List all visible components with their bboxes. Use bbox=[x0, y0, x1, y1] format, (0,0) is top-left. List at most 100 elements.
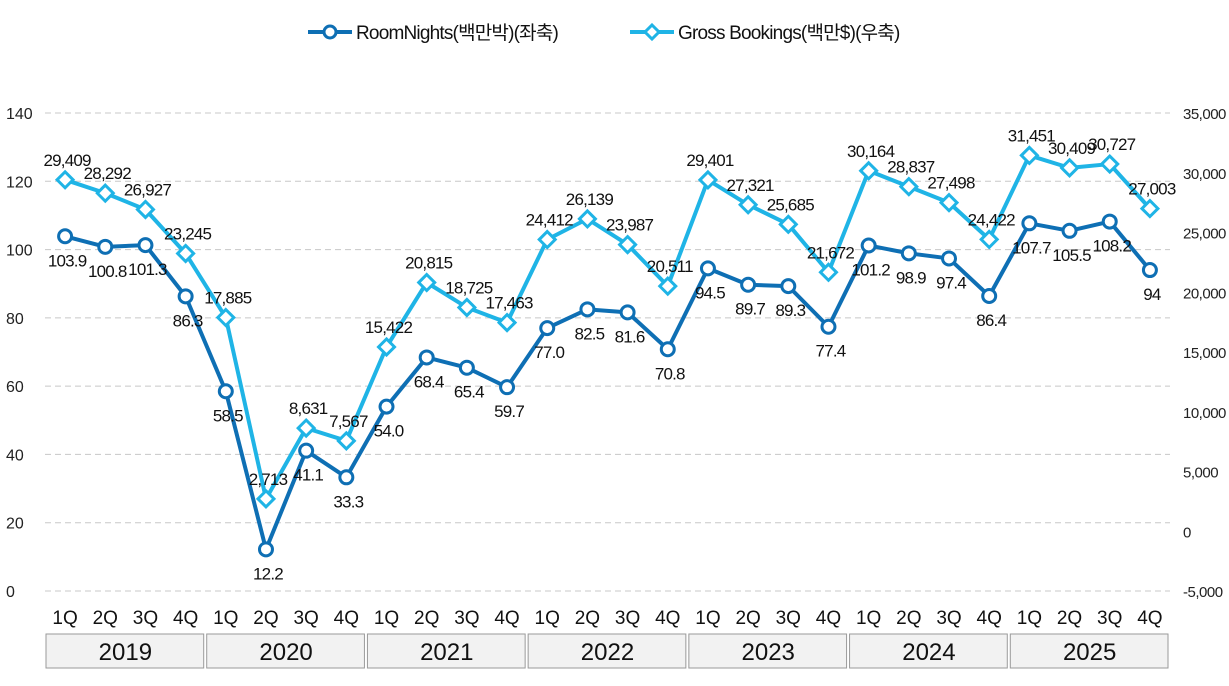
gross-bookings-data-label: 30,727 bbox=[1088, 135, 1136, 154]
gross-bookings-data-label: 26,139 bbox=[566, 190, 614, 209]
gross-bookings-point bbox=[858, 160, 879, 181]
roomnights-point bbox=[860, 237, 877, 254]
right-axis-tick-label: 35,000 bbox=[1183, 106, 1226, 123]
right-axis-tick-label: 15,000 bbox=[1183, 345, 1226, 362]
x-tick-label-quarter: 3Q bbox=[293, 608, 318, 629]
roomnights-point bbox=[378, 398, 395, 415]
roomnights-point bbox=[458, 359, 475, 376]
roomnights-point bbox=[900, 245, 917, 262]
roomnights-series-line bbox=[64, 219, 1152, 552]
gross-bookings-point bbox=[979, 229, 1000, 250]
gross-bookings-point bbox=[577, 208, 598, 230]
gross-bookings-point bbox=[1099, 153, 1120, 175]
gross-bookings-data-label: 26,927 bbox=[124, 180, 172, 199]
roomnights-data-label: 41.1 bbox=[293, 466, 323, 485]
gross-bookings-data-label: 23,245 bbox=[164, 224, 212, 243]
roomnights-point bbox=[57, 228, 74, 245]
gross-bookings-data-label: 17,463 bbox=[485, 294, 533, 313]
gross-bookings-data-label: 21,672 bbox=[807, 243, 855, 262]
gross-bookings-data-label: 27,321 bbox=[727, 176, 775, 195]
x-tick-label-quarter: 2Q bbox=[253, 608, 278, 629]
year-box bbox=[206, 633, 365, 669]
roomnights-data-label: 105.5 bbox=[1052, 246, 1091, 265]
x-tick-label-year: 2021 bbox=[420, 639, 473, 666]
gross-bookings-data-label: 27,498 bbox=[927, 174, 975, 193]
x-tick-label-quarter: 4Q bbox=[334, 608, 359, 629]
gross-bookings-data-label: 8,631 bbox=[289, 399, 328, 418]
gross-bookings-point bbox=[898, 176, 919, 197]
gross-bookings-point bbox=[738, 194, 759, 215]
roomnights-point bbox=[659, 341, 676, 358]
left-axis-tick-label: 20 bbox=[6, 516, 24, 533]
roomnights-point bbox=[1141, 262, 1158, 279]
legend-roomnights-label: RoomNights(백만박)(좌축) bbox=[356, 22, 559, 44]
x-tick-label-quarter: 2Q bbox=[735, 608, 760, 629]
roomnights-data-label: 58.5 bbox=[213, 406, 243, 425]
series-markers bbox=[54, 145, 1161, 558]
x-tick-label-year: 2024 bbox=[902, 639, 955, 666]
roomnights-point bbox=[981, 288, 998, 305]
left-axis-tick-label: 140 bbox=[6, 106, 33, 123]
roomnights-point bbox=[177, 288, 194, 305]
roomnights-point bbox=[941, 250, 958, 267]
x-tick-label-quarter: 1Q bbox=[535, 608, 560, 629]
gross-bookings-point bbox=[1139, 198, 1161, 219]
roomnights-data-label: 89.3 bbox=[775, 301, 805, 320]
legend-roomnights-marker bbox=[322, 24, 338, 40]
x-tick-label-year: 2020 bbox=[259, 639, 312, 666]
x-tick-label-quarter: 3Q bbox=[133, 608, 158, 629]
x-tick-label-quarter: 1Q bbox=[374, 608, 399, 629]
legend: RoomNights(백만박)(좌축) Gross Bookings(백만$)(… bbox=[308, 22, 901, 44]
roomnights-data-label: 100.8 bbox=[88, 262, 127, 281]
series-lines bbox=[64, 153, 1152, 552]
gross-bookings-data-label: 25,685 bbox=[767, 195, 815, 214]
gross-bookings-series-line bbox=[64, 153, 1152, 501]
gross-bookings-point bbox=[537, 229, 558, 250]
x-tick-label-quarter: 2Q bbox=[1057, 608, 1082, 629]
roomnights-data-label: 86.3 bbox=[173, 311, 203, 330]
roomnights-data-label: 70.8 bbox=[655, 364, 685, 383]
x-tick-label-quarter: 3Q bbox=[776, 608, 801, 629]
x-tick-label-quarter: 4Q bbox=[655, 608, 680, 629]
roomnights-point bbox=[298, 442, 315, 459]
roomnights-data-label: 103.9 bbox=[48, 251, 87, 270]
x-tick-label-quarter: 4Q bbox=[494, 608, 519, 629]
gross-bookings-data-label: 28,292 bbox=[84, 164, 132, 183]
gross-bookings-data-label: 20,511 bbox=[647, 257, 693, 276]
left-axis-tick-label: 120 bbox=[6, 174, 33, 191]
roomnights-point bbox=[1021, 215, 1038, 232]
gross-bookings-point bbox=[175, 243, 196, 264]
x-tick-label-quarter: 3Q bbox=[1097, 608, 1122, 629]
roomnights-data-label: 101.2 bbox=[851, 260, 890, 279]
x-tick-label-quarter: 2Q bbox=[575, 608, 600, 629]
x-tick-label-quarter: 1Q bbox=[695, 608, 720, 629]
gross-bookings-point bbox=[496, 312, 518, 333]
gross-bookings-data-label: 24,422 bbox=[968, 210, 1016, 229]
gross-bookings-point bbox=[135, 199, 156, 220]
gross-bookings-data-label: 29,401 bbox=[686, 151, 734, 170]
x-tick-label-quarter: 1Q bbox=[52, 608, 77, 629]
gross-bookings-data-label: 30,409 bbox=[1048, 139, 1096, 158]
gross-bookings-point bbox=[938, 192, 960, 213]
year-box bbox=[366, 633, 526, 669]
roomnights-point bbox=[820, 318, 837, 335]
gross-bookings-point bbox=[456, 297, 477, 318]
right-axis: -5,000 0 5,000 10,000 15,000 20,000 25,000 30,0… bbox=[1183, 106, 1227, 601]
left-axis-tick-label: 80 bbox=[6, 311, 24, 328]
x-tick-label-quarter: 4Q bbox=[173, 608, 198, 629]
roomnights-point bbox=[579, 301, 596, 318]
roomnights-data-label: 108.2 bbox=[1092, 237, 1131, 256]
gross-bookings-point bbox=[296, 417, 317, 439]
roomnights-data-label: 81.6 bbox=[615, 327, 645, 346]
x-tick-label-quarter: 3Q bbox=[936, 608, 961, 629]
gross-bookings-data-label: 20,815 bbox=[405, 254, 453, 273]
x-tick-label-year: 2025 bbox=[1063, 639, 1116, 666]
x-tick-label-quarter: 3Q bbox=[454, 608, 479, 629]
right-axis-tick-label: 0 bbox=[1183, 524, 1191, 541]
roomnights-point bbox=[780, 278, 797, 295]
gross-bookings-data-label: 15,422 bbox=[365, 318, 413, 337]
roomnights-data-label: 33.3 bbox=[333, 492, 363, 511]
roomnights-data-label: 107.7 bbox=[1012, 238, 1051, 257]
left-axis-tick-label: 60 bbox=[6, 379, 24, 396]
